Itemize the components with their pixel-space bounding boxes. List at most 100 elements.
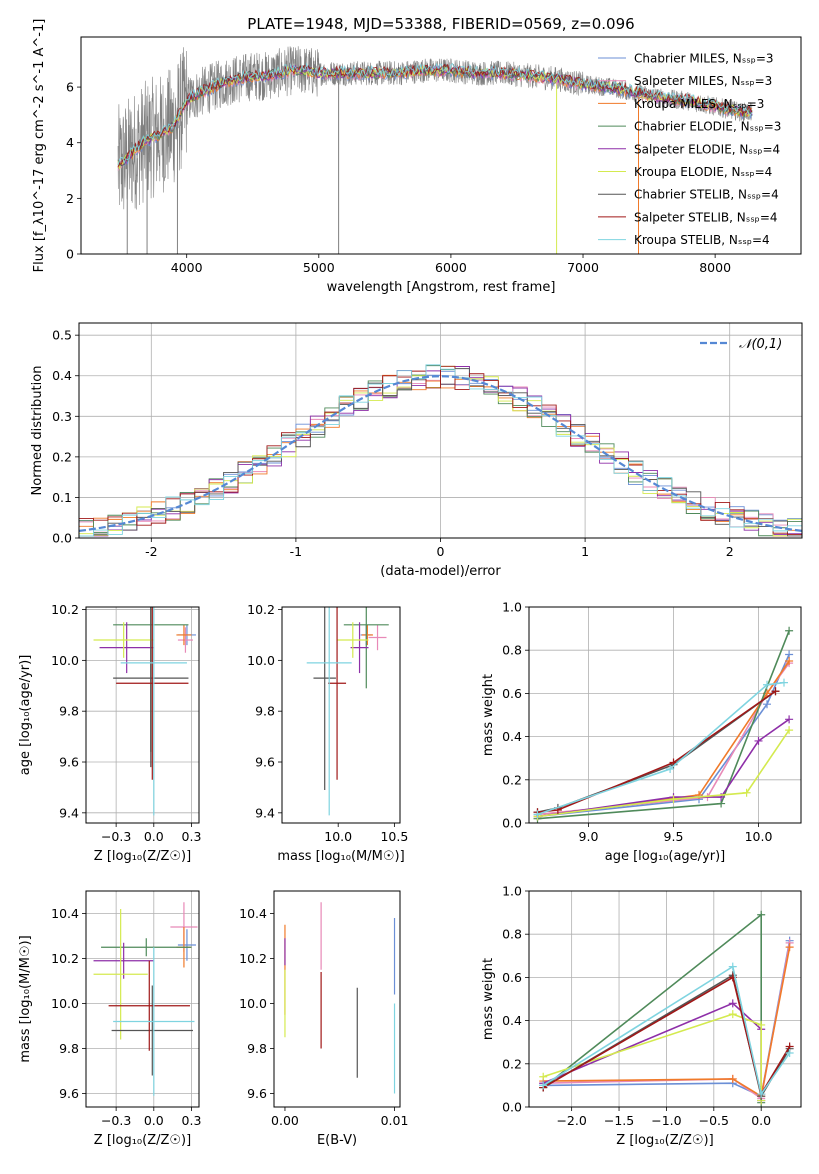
series-line	[537, 681, 785, 816]
panel-spectrum: 4000 5000 6000 7000 8000 0 2 4 6 wavelength [Angs…	[32, 15, 802, 295]
y-axis-label: mass weight	[481, 958, 496, 1040]
x-tick-label: 0.00	[271, 1113, 299, 1128]
y-tick-label: 0.3	[52, 409, 72, 424]
legend-entry: Salpeter MILES, Nₛₛₚ=3	[634, 74, 772, 88]
errorbar-kroupa_miles	[176, 624, 192, 646]
x-tick-label: 5000	[303, 260, 335, 275]
y-tick-label: 9.6	[247, 1086, 267, 1101]
series-kroupa_stelib	[539, 962, 794, 1099]
legend-entry: Salpeter STELIB, Nₛₛₚ=4	[634, 210, 778, 224]
errorbar-chabrier_elodie	[101, 938, 192, 957]
y-tick-label: 10.4	[239, 906, 267, 921]
series-point	[757, 1090, 766, 1099]
series-point	[728, 999, 737, 1008]
x-tick-label: 0.3	[182, 829, 202, 844]
errorbar-chabrier_elodie	[343, 607, 389, 689]
y-tick-label: 2	[66, 191, 74, 206]
errorbar-chabrier_stelib	[313, 607, 336, 790]
x-tick-label: 9.0	[579, 829, 599, 844]
errorbar-kroupa_elodie	[93, 622, 154, 658]
y-tick-label: 0.0	[502, 816, 522, 831]
series-point	[728, 1074, 737, 1083]
errorbar-chabrier_stelib	[111, 985, 193, 1076]
axes-frame	[80, 36, 802, 255]
y-axis-label: mass [log₁₀(M/M☉)]	[18, 935, 33, 1062]
axes-frame	[528, 606, 802, 824]
legend-entry: Salpeter ELODIE, Nₛₛₚ=4	[634, 142, 780, 156]
y-tick-label: 0.4	[502, 729, 522, 744]
series-kroupa_stelib	[533, 678, 788, 819]
axes-frame	[273, 890, 401, 1108]
errorbar-salpeter_stelib	[116, 607, 189, 780]
chart-title: PLATE=1948, MJD=53388, FIBERID=0569, z=0…	[247, 15, 634, 33]
y-tick-label: 0.1	[52, 490, 72, 505]
y-tick-label: 0.6	[502, 686, 522, 701]
x-tick-label: 9.5	[664, 829, 684, 844]
y-tick-label: 9.8	[59, 704, 79, 719]
y-axis-label: Normed distribution	[30, 366, 45, 496]
x-axis-label: (data-model)/error	[380, 564, 501, 579]
axes-frame	[85, 606, 200, 824]
x-tick-label: −0.3	[101, 1113, 131, 1128]
x-tick-label: -2	[145, 544, 157, 559]
y-tick-label: 1.0	[502, 600, 522, 615]
y-tick-label: 9.6	[59, 1086, 79, 1101]
x-tick-label: 2	[726, 544, 734, 559]
plot-area	[79, 364, 802, 538]
errorbar-salpeter_elodie	[93, 942, 154, 979]
series-point	[785, 715, 794, 724]
series-line	[542, 976, 791, 1097]
x-tick-label: 7000	[567, 260, 599, 275]
plot-area	[533, 626, 794, 823]
series-salpeter_miles	[533, 659, 794, 819]
legend-entry: Chabrier MILES, Nₛₛₚ=3	[634, 52, 774, 66]
y-tick-label: 10.2	[51, 951, 79, 966]
x-tick-label: 10.0	[745, 829, 773, 844]
plot-area	[284, 902, 396, 1094]
series-line	[537, 630, 790, 820]
y-tick-label: 0.2	[502, 1056, 522, 1071]
x-axis-label: Z [log₁₀(Z/Z☉)]	[94, 849, 191, 864]
x-tick-label: 0.0	[751, 1113, 771, 1128]
panel-age_vs_Z: −0.3 0.0 0.3 9.4 9.6 9.8 10.0 10.2 Z [log₁₀(Z/Z☉…	[18, 602, 202, 864]
series-line	[537, 660, 790, 818]
series-point	[728, 962, 737, 971]
errorbar-salpeter_elodie	[99, 622, 154, 674]
series-line	[537, 662, 790, 816]
x-tick-label: 1	[581, 544, 589, 559]
y-tick-label: 10.4	[51, 906, 79, 921]
legend-entry: Kroupa MILES, Nₛₛₚ=3	[634, 97, 764, 111]
series-point	[669, 795, 678, 804]
normal-curve	[79, 375, 802, 532]
series-point	[785, 943, 794, 952]
errorbar-kroupa_stelib	[113, 947, 195, 1096]
x-tick-label: 0.0	[144, 829, 164, 844]
errorbar-kroupa_stelib	[120, 607, 187, 816]
x-axis-label: Z [log₁₀(Z/Z☉)]	[616, 1133, 713, 1148]
x-tick-label: −2.0	[556, 1113, 586, 1128]
errorbar-salpeter_elodie	[350, 622, 369, 674]
x-tick-label: 0	[437, 544, 445, 559]
series-point	[785, 626, 794, 635]
series-point	[539, 1072, 548, 1081]
series-line	[542, 965, 791, 1096]
x-tick-label: −1.0	[651, 1113, 681, 1128]
panel-residuals: -2 -1 0 1 2 0.0 0.1 0.2 0.3 0.4 0.5 (data-model)/er…	[30, 322, 803, 579]
y-tick-label: 10.0	[51, 653, 79, 668]
axes-frame	[281, 606, 401, 824]
errorbar-kroupa_miles	[361, 624, 374, 646]
axes-frame	[528, 890, 802, 1108]
y-tick-label: 0	[66, 247, 74, 262]
plot-area	[306, 607, 389, 816]
series-line	[543, 947, 791, 1098]
y-tick-label: 10.2	[247, 602, 275, 617]
model-spectrum-kroupa_stelib	[117, 62, 753, 166]
errorbar-kroupa_stelib	[306, 607, 352, 816]
series-point	[757, 910, 766, 919]
series-point	[742, 788, 751, 797]
y-tick-label: 10.0	[51, 996, 79, 1011]
series-point	[785, 657, 794, 665]
series-point	[757, 1020, 766, 1029]
legend-entry: Kroupa STELIB, Nₛₛₚ=4	[634, 233, 770, 247]
